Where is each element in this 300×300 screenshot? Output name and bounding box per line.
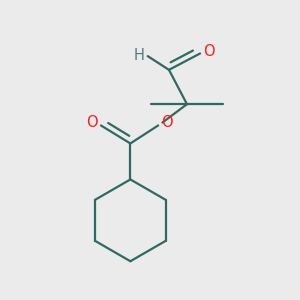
Text: H: H	[134, 48, 145, 63]
Text: O: O	[86, 115, 98, 130]
Text: O: O	[161, 115, 173, 130]
Text: O: O	[203, 44, 215, 59]
